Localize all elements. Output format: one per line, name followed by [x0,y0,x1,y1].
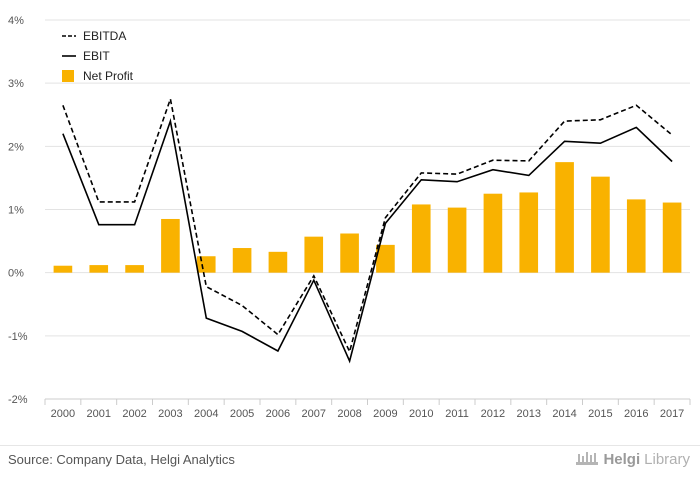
net-profit-bar [196,256,216,273]
bar-layer [53,162,682,273]
x-tick-label: 2006 [266,408,290,420]
x-tick-label: 2012 [481,408,505,420]
axis-layer: 4% 3% 2% 1% 0% -1% -2% 2000 2001 2002 2003 2004 2005… [8,15,691,420]
ebit-line [62,117,673,364]
x-tick-label: 2014 [552,408,576,420]
net-profit-bar [519,192,539,273]
net-profit-bar [411,204,431,273]
brand-logo: Helgi Library [575,450,690,468]
net-profit-bar [376,244,395,273]
brand-name-part2: Library [644,450,690,468]
x-tick-label: 2004 [194,408,218,420]
x-tick-label: 2000 [51,408,75,420]
legend-swatch-net-profit [62,70,74,82]
net-profit-bar [483,193,503,273]
line-layer [62,95,673,364]
net-profit-bar [555,162,574,273]
legend-label-net-profit: Net Profit [83,69,134,83]
y-tick-label: -2% [8,394,28,406]
x-tick-label: 2011 [445,408,469,420]
x-tick-label: 2016 [624,408,648,420]
x-tick-label: 2008 [337,408,361,420]
net-profit-bar [447,207,467,273]
y-tick-label: 2% [8,141,24,153]
x-tick-label: 2017 [660,408,684,420]
library-icon [576,452,599,465]
net-profit-bar [89,265,109,273]
net-profit-bar [304,236,324,273]
x-tick-label: 2005 [230,408,254,420]
net-profit-bar [268,251,288,273]
chart-svg: 4% 3% 2% 1% 0% -1% -2% 2000 2001 2002 2003 2004 2005… [8,15,691,420]
net-profit-bar [662,202,682,273]
net-profit-bar [53,265,73,273]
net-profit-bar [591,176,610,273]
chart-area: 4% 3% 2% 1% 0% -1% -2% 2000 2001 2002 2003 2004 2005… [8,15,691,420]
x-tick-label: 2015 [588,408,612,420]
x-tick-label: 2009 [373,408,397,420]
x-tick-label: 2003 [158,408,182,420]
net-profit-bar [232,248,252,273]
y-tick-label: 1% [8,205,24,217]
y-tick-label: -1% [8,331,28,343]
x-tick-label: 2007 [302,408,326,420]
net-profit-bar [161,218,180,273]
y-tick-label: 0% [8,268,24,280]
y-tick-label: 4% [8,15,24,27]
net-profit-bar [340,233,359,273]
y-tick-label: 3% [8,78,24,90]
source-note: Source: Company Data, Helgi Analytics [8,452,235,467]
brand-name-part1: Helgi [603,450,641,468]
x-tick-label: 2002 [122,408,146,420]
net-profit-bar [626,199,646,273]
legend-label-ebitda: EBITDA [83,29,126,43]
x-tick-label: 2001 [87,408,111,420]
legend-label-ebit: EBIT [83,49,110,63]
net-profit-bar [125,265,144,273]
x-tick-label: 2010 [409,408,433,420]
legend: EBITDA EBIT Net Profit [62,29,134,83]
ebitda-line [62,95,673,354]
chart-footer: Source: Company Data, Helgi Analytics He… [0,445,700,483]
x-tick-label: 2013 [517,408,541,420]
